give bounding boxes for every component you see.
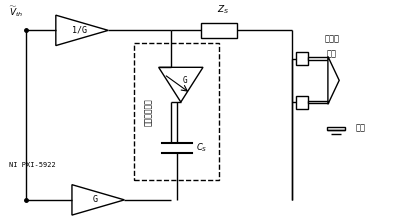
Text: 探针: 探针 (326, 50, 336, 59)
Text: G: G (182, 76, 187, 85)
Bar (200, 23, 237, 38)
Bar (134, 43, 219, 180)
Text: G: G (93, 195, 98, 204)
Text: $\widetilde{V}_{th}$: $\widetilde{V}_{th}$ (9, 4, 24, 19)
Bar (307, 101, 327, 103)
Text: $Z_S$: $Z_S$ (217, 4, 229, 17)
Text: $C_S$: $C_S$ (196, 141, 207, 154)
Bar (295, 52, 307, 65)
Bar (295, 96, 307, 109)
Text: 双悬臂: 双悬臂 (324, 35, 339, 43)
Polygon shape (158, 67, 202, 102)
Text: NI PXI-5922: NI PXI-5922 (9, 162, 56, 168)
Text: 样品: 样品 (354, 124, 364, 133)
Polygon shape (327, 56, 338, 104)
Text: 1/G: 1/G (72, 26, 87, 35)
Bar (326, 127, 344, 130)
Polygon shape (55, 15, 108, 45)
Text: 电容补偿回路: 电容补偿回路 (144, 98, 153, 126)
Polygon shape (72, 185, 124, 215)
Bar (307, 57, 327, 60)
